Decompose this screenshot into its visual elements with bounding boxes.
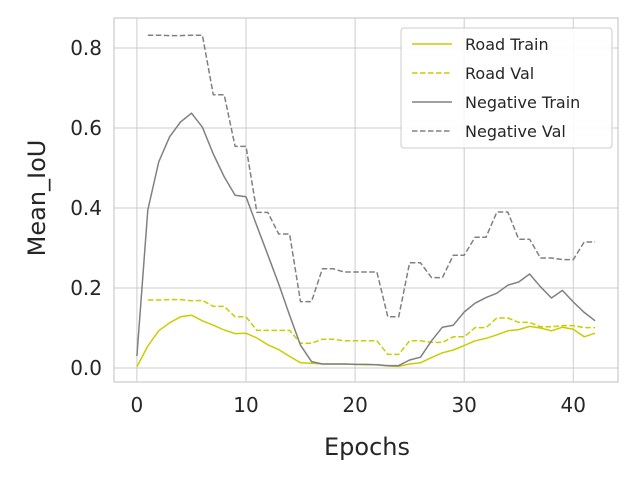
legend-label-road-val: Road Val bbox=[465, 64, 534, 83]
series-layer bbox=[136, 34, 596, 368]
x-tick-label: 10 bbox=[233, 393, 258, 417]
y-tick-label: 0.4 bbox=[70, 196, 102, 220]
y-tick-label: 0.0 bbox=[70, 356, 102, 380]
legend: Road Train Road Val Negative Train Negative… bbox=[400, 27, 613, 149]
legend-frame bbox=[400, 27, 613, 149]
y-tick-label: 0.8 bbox=[70, 36, 102, 60]
x-tick-label: 40 bbox=[561, 393, 586, 417]
y-tick-labels: 0.0 0.2 0.4 0.6 0.8 bbox=[70, 36, 102, 380]
series-line-negative-train bbox=[136, 112, 596, 367]
x-tick-label: 20 bbox=[342, 393, 367, 417]
y-tick-label: 0.6 bbox=[70, 116, 102, 140]
legend-label-road-train: Road Train bbox=[465, 35, 549, 54]
y-axis-title: Mean_IoU bbox=[23, 140, 51, 257]
series-line-road-val bbox=[147, 298, 596, 356]
series-line-negative-val bbox=[147, 34, 596, 318]
plot-frame bbox=[113, 17, 619, 383]
x-axis-title: Epochs bbox=[324, 433, 410, 461]
legend-label-negative-train: Negative Train bbox=[465, 93, 580, 112]
legend-label-negative-val: Negative Val bbox=[465, 122, 566, 141]
x-tick-label: 30 bbox=[451, 393, 476, 417]
x-tick-label: 0 bbox=[131, 393, 144, 417]
y-tick-label: 0.2 bbox=[70, 276, 102, 300]
x-tick-labels: 0 10 20 30 40 bbox=[131, 393, 586, 417]
